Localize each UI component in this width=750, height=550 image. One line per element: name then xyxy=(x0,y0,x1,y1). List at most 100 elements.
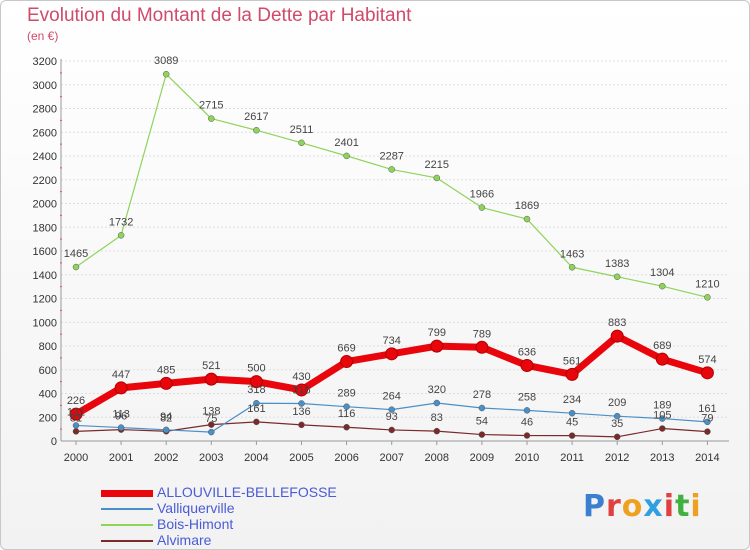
data-label: 35 xyxy=(611,418,623,430)
data-point xyxy=(208,421,215,428)
data-point xyxy=(385,347,399,361)
data-label: 105 xyxy=(653,410,671,422)
x-tick-label: 2009 xyxy=(470,452,494,464)
data-label: 54 xyxy=(476,416,488,428)
data-label: 82 xyxy=(160,412,172,424)
data-point xyxy=(659,425,666,432)
data-point xyxy=(117,424,125,431)
data-point xyxy=(253,126,260,134)
data-point xyxy=(72,422,80,429)
data-label: 113 xyxy=(112,409,130,421)
x-tick-label: 2011 xyxy=(560,452,584,464)
data-label: 278 xyxy=(473,389,491,401)
proxiti-logo: Proxiti xyxy=(583,489,702,524)
y-tick-label: 600 xyxy=(39,365,57,377)
data-label: 521 xyxy=(202,360,220,372)
data-label: 2287 xyxy=(379,150,403,162)
data-label: 2511 xyxy=(290,124,314,136)
data-point xyxy=(298,400,305,407)
data-point xyxy=(613,433,621,441)
data-label: 447 xyxy=(112,369,130,381)
data-label: 485 xyxy=(157,364,175,376)
x-tick-label: 2002 xyxy=(154,452,178,464)
data-point xyxy=(520,358,534,372)
y-tick-label: 3200 xyxy=(33,56,57,68)
data-point xyxy=(430,339,444,353)
data-label: 2715 xyxy=(199,100,223,112)
data-label: 81 xyxy=(70,412,82,424)
data-label: 83 xyxy=(431,412,443,424)
x-tick-label: 2007 xyxy=(379,452,403,464)
data-label: 46 xyxy=(521,417,533,429)
data-point xyxy=(655,352,669,366)
data-label: 161 xyxy=(698,403,716,415)
data-label: 789 xyxy=(473,328,491,340)
legend-label: Valliquerville xyxy=(157,500,235,516)
data-point xyxy=(700,366,714,380)
data-label: 258 xyxy=(518,391,536,403)
x-tick-label: 2003 xyxy=(199,452,223,464)
data-point xyxy=(117,232,125,239)
x-tick-label: 2013 xyxy=(650,452,674,464)
data-label: 136 xyxy=(292,406,310,418)
x-tick-label: 2010 xyxy=(515,452,539,464)
logo-letter: r xyxy=(606,489,622,524)
data-label: 2401 xyxy=(334,137,358,149)
data-label: 3089 xyxy=(154,55,178,67)
data-label: 1210 xyxy=(695,278,719,290)
y-tick-label: 2600 xyxy=(33,127,57,139)
data-point xyxy=(253,399,260,407)
y-tick-label: 1800 xyxy=(33,222,57,234)
data-label: 883 xyxy=(608,317,626,329)
x-tick-label: 2000 xyxy=(64,452,88,464)
data-label: 320 xyxy=(428,384,446,396)
legend-label: Bois-Himont xyxy=(157,516,234,532)
data-point xyxy=(388,166,395,173)
data-point xyxy=(388,406,395,413)
legend-label: Alvimare xyxy=(157,532,212,548)
data-point xyxy=(523,432,531,439)
y-tick-label: 800 xyxy=(39,341,57,353)
data-label: 2617 xyxy=(244,111,268,123)
x-tick-label: 2012 xyxy=(605,452,629,464)
data-point xyxy=(478,404,486,412)
data-label: 1966 xyxy=(470,189,494,201)
data-point xyxy=(475,340,489,354)
data-point xyxy=(659,415,666,422)
y-tick-label: 0 xyxy=(51,436,57,448)
data-label: 93 xyxy=(386,411,398,423)
logo-letter: P xyxy=(583,489,606,524)
data-point xyxy=(433,174,441,182)
data-label: 116 xyxy=(338,408,356,420)
legend-swatch xyxy=(101,524,153,526)
data-label: 289 xyxy=(337,388,355,400)
y-tick-label: 400 xyxy=(39,389,57,401)
data-label: 689 xyxy=(653,340,671,352)
data-point xyxy=(162,426,170,434)
y-tick-label: 200 xyxy=(39,412,57,424)
data-point xyxy=(433,399,441,407)
legend-swatch xyxy=(101,489,153,497)
data-point xyxy=(298,139,305,147)
data-label: 500 xyxy=(247,363,265,375)
x-tick-label: 2006 xyxy=(334,452,358,464)
data-label: 1465 xyxy=(64,248,88,260)
data-label: 234 xyxy=(563,394,581,406)
data-point xyxy=(162,70,170,78)
data-label: 1304 xyxy=(650,267,674,279)
data-point xyxy=(340,355,354,369)
data-label: 45 xyxy=(566,417,578,429)
data-point xyxy=(478,431,486,438)
x-tick-label: 2014 xyxy=(695,452,719,464)
data-point xyxy=(69,407,83,421)
data-point xyxy=(298,421,305,429)
x-tick-label: 2001 xyxy=(109,452,133,464)
data-label: 1732 xyxy=(109,216,133,228)
data-point xyxy=(295,383,308,397)
data-point xyxy=(613,273,621,281)
data-label: 226 xyxy=(67,395,85,407)
y-tick-label: 2200 xyxy=(33,175,57,187)
data-label: 75 xyxy=(205,413,217,425)
